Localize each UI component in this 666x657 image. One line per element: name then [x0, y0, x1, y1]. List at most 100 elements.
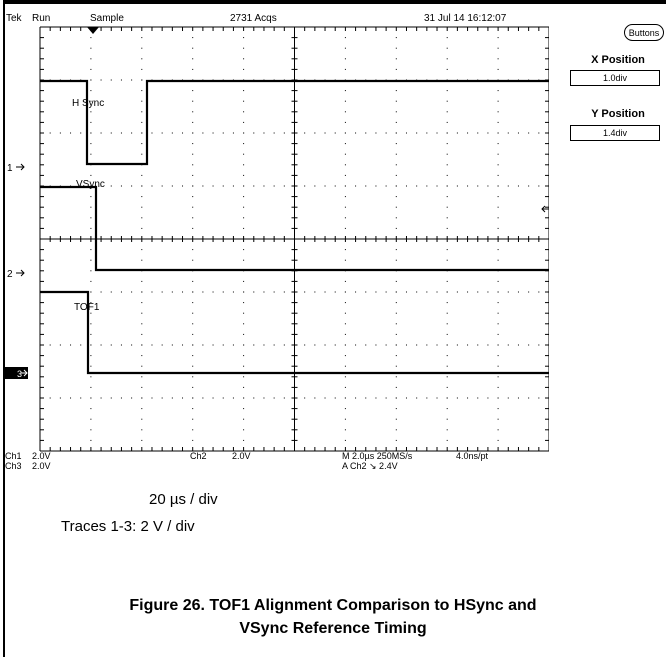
- grid-dot: [344, 227, 346, 229]
- grid-dot: [395, 259, 397, 261]
- ch3-marker: 3: [17, 369, 22, 379]
- grid-dot: [375, 344, 377, 346]
- grid-dot: [90, 408, 92, 410]
- grid-dot: [395, 386, 397, 388]
- buttons-button[interactable]: Buttons: [624, 24, 664, 41]
- grid-dot: [487, 397, 489, 399]
- grid-dot: [192, 227, 194, 229]
- grid-dot: [161, 291, 163, 293]
- grid-dot: [334, 344, 336, 346]
- grid-dot: [90, 90, 92, 92]
- grid-dot: [344, 355, 346, 357]
- ch1-scale: 2.0V: [32, 451, 51, 461]
- grid-dot: [344, 249, 346, 251]
- grid-dot: [344, 164, 346, 166]
- grid-dot: [182, 185, 184, 187]
- ch2-arrow-icon: [16, 269, 25, 277]
- grid-dot: [385, 132, 387, 134]
- grid-dot: [141, 355, 143, 357]
- grid-dot: [477, 291, 479, 293]
- grid-dot: [446, 174, 448, 176]
- grid-dot: [90, 143, 92, 145]
- vertical-scale-caption: Traces 1-3: 2 V / div: [61, 518, 195, 535]
- grid-dot: [385, 344, 387, 346]
- grid-dot: [141, 79, 143, 81]
- grid-dot: [497, 365, 499, 367]
- grid-dot: [192, 47, 194, 49]
- grid-dot: [436, 185, 438, 187]
- grid-dot: [243, 132, 245, 134]
- grid-dot: [395, 280, 397, 282]
- x-position-value[interactable]: 1.0div: [570, 70, 660, 86]
- grid-dot: [59, 344, 61, 346]
- grid-dot: [344, 121, 346, 123]
- grid-dot: [243, 302, 245, 304]
- grid-dot: [344, 143, 346, 145]
- grid-dot: [273, 291, 275, 293]
- grid-dot: [395, 196, 397, 198]
- grid-dot: [446, 47, 448, 49]
- grid-dot: [304, 344, 306, 346]
- grid-dot: [182, 291, 184, 293]
- grid-dot: [192, 132, 194, 134]
- grid-dot: [497, 280, 499, 282]
- grid-dot: [90, 79, 92, 81]
- grid-dot: [497, 386, 499, 388]
- grid-dot: [141, 143, 143, 145]
- grid-dot: [528, 344, 530, 346]
- acquisition-count: 2731 Acqs: [230, 13, 277, 24]
- grid-dot: [344, 439, 346, 441]
- grid-dot: [192, 100, 194, 102]
- grid-dot: [151, 344, 153, 346]
- grid-dot: [141, 397, 143, 399]
- grid-dot: [70, 397, 72, 399]
- grid-dot: [446, 37, 448, 39]
- grid-dot: [243, 47, 245, 49]
- grid-dot: [395, 397, 397, 399]
- y-position-value[interactable]: 1.4div: [570, 125, 660, 141]
- grid-dot: [446, 429, 448, 431]
- grid-dot: [141, 429, 143, 431]
- grid-dot: [446, 227, 448, 229]
- grid-dot: [436, 397, 438, 399]
- grid-dot: [202, 185, 204, 187]
- grid-dot: [141, 365, 143, 367]
- grid-dot: [497, 121, 499, 123]
- grid-dot: [192, 143, 194, 145]
- grid-dot: [395, 132, 397, 134]
- grid-dot: [395, 58, 397, 60]
- grid-dot: [212, 132, 214, 134]
- grid-dot: [90, 47, 92, 49]
- grid-dot: [497, 111, 499, 113]
- grid-dot: [395, 408, 397, 410]
- grid-dot: [334, 132, 336, 134]
- grid-dot: [141, 227, 143, 229]
- grid-dot: [243, 259, 245, 261]
- grid-dot: [324, 132, 326, 134]
- grid-dot: [395, 333, 397, 335]
- grid-dot: [538, 344, 540, 346]
- grid-dot: [395, 312, 397, 314]
- grid-dot: [344, 206, 346, 208]
- grid-dot: [243, 217, 245, 219]
- grid-dot: [477, 132, 479, 134]
- grid-dot: [192, 376, 194, 378]
- grid-dot: [182, 132, 184, 134]
- grid-dot: [395, 217, 397, 219]
- grid-dot: [538, 185, 540, 187]
- grid-dot: [405, 397, 407, 399]
- grid-dot: [90, 429, 92, 431]
- grid-dot: [538, 397, 540, 399]
- grid-dot: [283, 185, 285, 187]
- grid-dot: [141, 376, 143, 378]
- grid-dot: [365, 344, 367, 346]
- grid-dot: [70, 344, 72, 346]
- grid-dot: [243, 333, 245, 335]
- grid-dot: [426, 132, 428, 134]
- grid-dot: [141, 185, 143, 187]
- grid-dot: [90, 121, 92, 123]
- grid-dot: [90, 259, 92, 261]
- grid-dot: [355, 132, 357, 134]
- grid-dot: [151, 185, 153, 187]
- ch1-arrow-icon: [16, 163, 25, 171]
